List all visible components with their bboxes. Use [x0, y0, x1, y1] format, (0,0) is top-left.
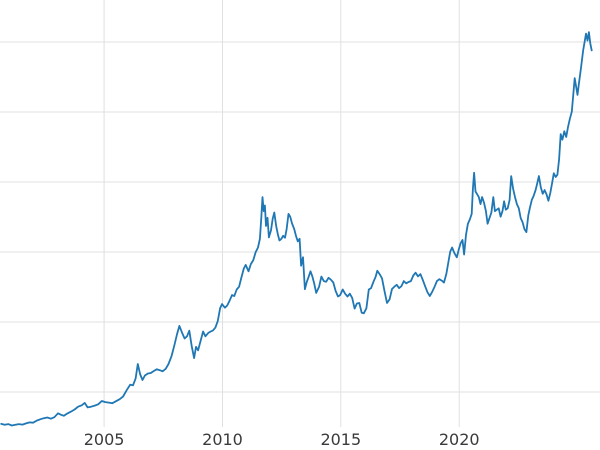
x-tick-label: 2015: [320, 430, 361, 449]
x-tick-label: 2005: [84, 430, 125, 449]
x-tick-label: 2020: [439, 430, 480, 449]
price-line-series: [0, 31, 593, 427]
x-tick-label: 2010: [202, 430, 243, 449]
